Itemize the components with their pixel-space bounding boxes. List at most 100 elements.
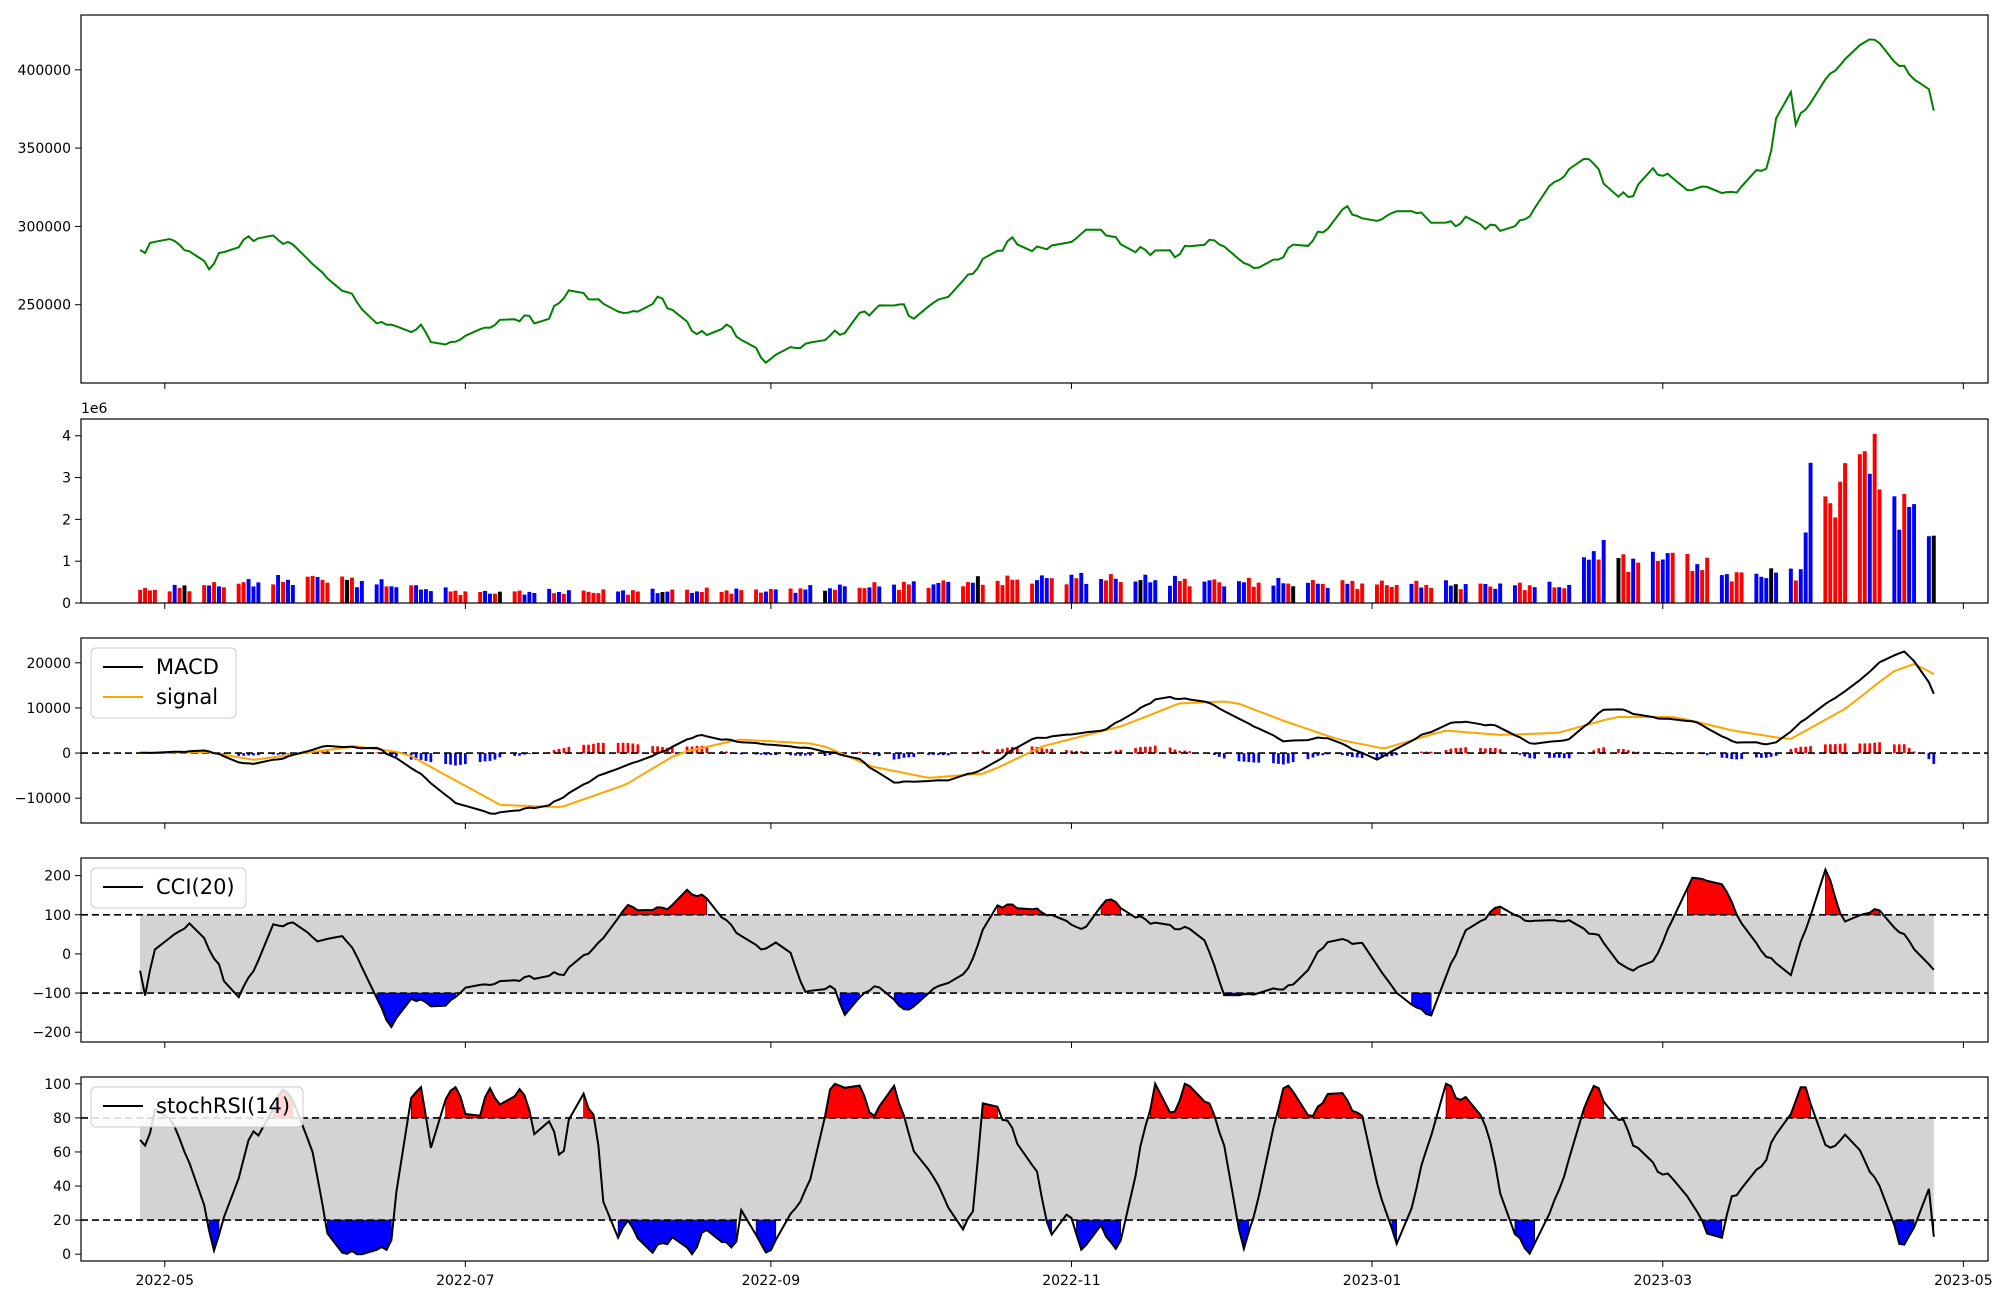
macd-histogram-bar [494,753,497,760]
volume-bar [153,590,157,603]
x-tick-label: 2023-03 [1634,1273,1693,1289]
signal-legend-label: signal [156,685,218,709]
macd-histogram-bar [242,753,245,756]
volume-bar [1321,584,1325,603]
volume-bar [1927,536,1931,603]
volume-bar [1050,578,1054,603]
volume-bar [1109,574,1113,603]
volume-bar [1533,587,1537,603]
volume-bar [212,582,216,603]
macd-histogram-bar [947,753,950,755]
macd-histogram-bar [528,753,531,754]
macd-histogram-bar [1903,744,1906,753]
macd-histogram-bar [1799,747,1802,753]
volume-bar [754,590,758,604]
volume-bar [1794,581,1798,604]
volume-bar [661,592,665,603]
volume-bar [1695,564,1699,603]
volume-bar [1907,507,1911,603]
volume-bar [808,585,812,603]
volume-bar [1134,582,1138,604]
price-plot-area [81,15,1988,383]
volume-bar [799,588,803,603]
macd-histogram-bar [1824,744,1827,753]
volume-bar [256,582,260,603]
volume-bar [665,592,669,603]
macd-histogram-bar [425,753,428,761]
macd-histogram-bar [898,753,901,759]
volume-bar [863,588,867,603]
volume-bar [355,587,359,603]
macd-histogram-bar [893,753,896,759]
volume-bar [1493,589,1497,603]
volume-bar [380,579,384,603]
volume-bar [1459,589,1463,603]
volume-bar [463,591,467,603]
macd-histogram-bar [484,753,487,761]
macd-histogram-bar [449,753,452,765]
macd-histogram-bar [627,743,630,753]
volume-bar [1843,463,1847,603]
volume-bar [1902,494,1906,603]
cci-legend: CCI(20) [91,868,246,908]
volume-bar [1552,587,1556,603]
volume-bar [217,586,221,603]
volume-bar [1498,584,1502,604]
volume-bar [1375,585,1379,604]
volume-bar [1286,584,1290,603]
volume-bar [478,592,482,603]
stochrsi-ytick-label: 40 [53,1179,71,1195]
macd-histogram-bar [1277,753,1280,764]
volume-bar [1326,588,1330,603]
volume-bar [1725,574,1729,603]
volume-bar [1237,581,1241,603]
macd-legend-label: MACD [156,655,219,679]
volume-bar [1119,582,1123,603]
volume-bar [1631,559,1635,603]
stochrsi-ytick-label: 20 [53,1213,71,1229]
volume-bar [1897,530,1901,603]
macd-ytick-label: 10000 [26,701,71,717]
volume-bar [582,591,586,603]
volume-bar [340,577,344,604]
volume-ytick-label: 3 [62,471,71,487]
volume-bar [596,593,600,603]
volume-bar [1178,581,1182,603]
volume-bar [291,585,295,603]
volume-bar [1636,563,1640,603]
volume-bar [587,592,591,603]
volume-bar [1932,536,1936,603]
volume-bar [1350,581,1354,603]
macd-histogram-bar [1878,742,1881,753]
macd-histogram-bar [444,753,447,764]
volume-bar [695,591,699,603]
volume-bar [872,582,876,603]
volume-bar [523,595,527,603]
macd-histogram-bar [1257,753,1260,763]
volume-bar [1345,584,1349,603]
macd-histogram-bar [464,753,467,764]
volume-bar [1114,579,1118,603]
volume-bar [1183,579,1187,603]
volume-bar [1617,558,1621,603]
volume-bar [616,592,620,604]
volume-bar [981,585,985,603]
volume-bar [325,583,329,603]
cci-ytick-label: 0 [62,947,71,963]
volume-bar [1690,571,1694,603]
volume-bar [1222,586,1226,603]
macd-histogram-bar [420,753,423,760]
volume-bar [1557,587,1561,603]
macd-histogram-bar [1046,749,1049,753]
volume-bar [1754,574,1758,603]
volume-bar [1868,474,1872,603]
macd-histogram-bar [1932,753,1935,764]
volume-bar [187,591,191,603]
macd-histogram-bar [858,752,861,753]
volume-bar [1833,517,1837,603]
volume-bar [1281,583,1285,603]
volume-bar [1168,586,1172,603]
x-tick-label: 2022-05 [136,1273,195,1289]
